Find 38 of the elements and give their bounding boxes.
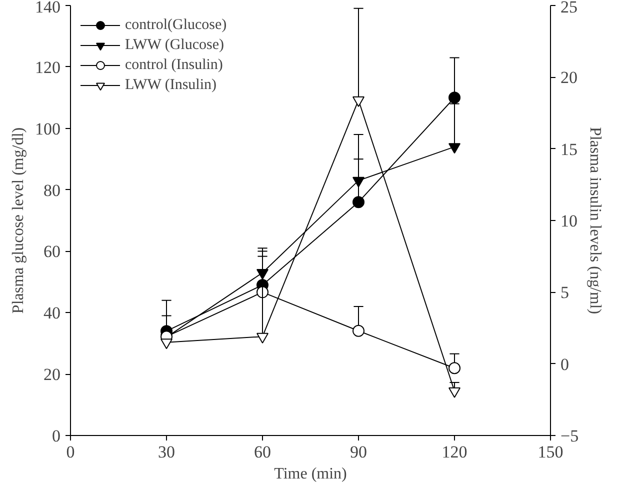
y-tick-label: 120 xyxy=(35,58,60,77)
x-tick-label: 60 xyxy=(254,442,271,462)
x-tick-label: 0 xyxy=(66,442,75,462)
point xyxy=(448,362,460,374)
x-tick-label: 120 xyxy=(442,442,468,462)
x-tick-label: 90 xyxy=(350,442,367,462)
point xyxy=(352,196,364,208)
y2-axis-title: Plasma insulin levels (ng/ml) xyxy=(586,126,604,314)
y2-tick-label: 25 xyxy=(560,0,578,16)
point xyxy=(352,176,364,188)
x-tick-label: 30 xyxy=(158,442,175,462)
y2-tick-label: 15 xyxy=(560,140,578,159)
y-tick-label: 0 xyxy=(52,426,60,446)
y2-tick-label: 10 xyxy=(560,212,578,230)
point xyxy=(448,387,460,398)
x-axis-title: Time (min) xyxy=(274,466,347,482)
x-tick-label: 150 xyxy=(538,442,564,462)
point xyxy=(448,92,460,104)
y-tick-label: 140 xyxy=(35,0,60,16)
y2-tick-label: −5 xyxy=(560,426,579,446)
point xyxy=(256,332,268,344)
point xyxy=(448,143,460,154)
legend-label: LWW (Glucose) xyxy=(125,36,224,54)
y-tick-label: 60 xyxy=(44,242,60,262)
y-tick-label: 40 xyxy=(44,304,60,323)
y-axis-title: Plasma glucose level (mg/dl) xyxy=(10,127,27,314)
point xyxy=(352,96,364,107)
y-tick-label: 80 xyxy=(44,180,60,200)
y2-tick-label: 20 xyxy=(560,68,578,88)
y-tick-label: 100 xyxy=(35,119,60,138)
y-tick-label: 20 xyxy=(44,365,60,384)
legend-label: LWW (Insulin) xyxy=(125,76,217,94)
legend-label: control (Insulin) xyxy=(125,56,223,74)
legend-label: control(Glucose) xyxy=(125,16,227,34)
y2-tick-label: 0 xyxy=(560,354,569,374)
point xyxy=(160,338,172,350)
point xyxy=(352,324,364,337)
y2-tick-label: 5 xyxy=(560,283,569,302)
